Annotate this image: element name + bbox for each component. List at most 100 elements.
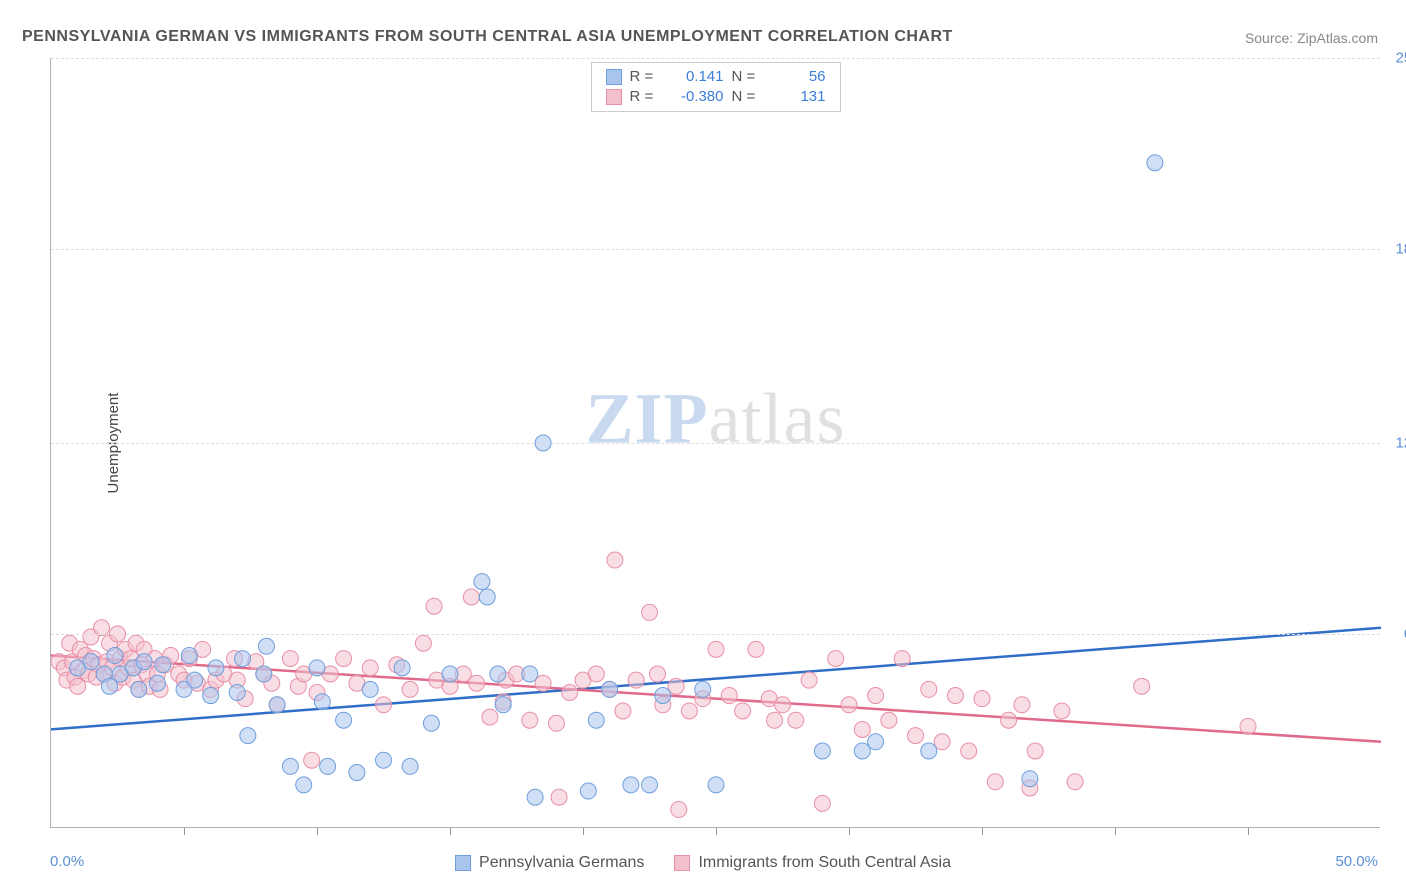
scatter-point	[1054, 703, 1070, 719]
scatter-point	[735, 703, 751, 719]
scatter-point	[788, 712, 804, 728]
scatter-point	[314, 694, 330, 710]
scatter-point	[1022, 771, 1038, 787]
y-tick-label: 18.8%	[1395, 240, 1406, 257]
gridline	[51, 443, 1380, 444]
legend-item-0: Pennsylvania Germans	[455, 854, 644, 872]
scatter-point	[203, 688, 219, 704]
scatter-point	[588, 666, 604, 682]
scatter-point	[149, 675, 165, 691]
scatter-point	[602, 681, 618, 697]
scatter-point	[854, 743, 870, 759]
scatter-point	[921, 681, 937, 697]
scatter-point	[474, 574, 490, 590]
scatter-point	[402, 681, 418, 697]
scatter-point	[1134, 678, 1150, 694]
legend-item-1: Immigrants from South Central Asia	[674, 854, 951, 872]
y-tick-label: 25.0%	[1395, 50, 1406, 67]
scatter-point	[535, 675, 551, 691]
scatter-point	[187, 672, 203, 688]
scatter-point	[649, 666, 665, 682]
x-tick	[849, 827, 850, 835]
scatter-point	[240, 728, 256, 744]
scatter-point	[482, 709, 498, 725]
scatter-point	[136, 654, 152, 670]
scatter-point	[868, 688, 884, 704]
scatter-point	[551, 789, 567, 805]
gridline	[51, 249, 1380, 250]
x-axis-min-label: 0.0%	[50, 853, 84, 870]
scatter-point	[668, 678, 684, 694]
scatter-point	[987, 774, 1003, 790]
scatter-point	[775, 697, 791, 713]
scatter-point	[908, 728, 924, 744]
scatter-point	[296, 777, 312, 793]
scatter-point	[801, 672, 817, 688]
scatter-point	[362, 660, 378, 676]
scatter-point	[974, 691, 990, 707]
x-tick	[1248, 827, 1249, 835]
scatter-point	[548, 715, 564, 731]
scatter-point	[155, 657, 171, 673]
scatter-point	[349, 765, 365, 781]
scatter-point	[681, 703, 697, 719]
scatter-point	[181, 648, 197, 664]
scatter-point	[748, 641, 764, 657]
scatter-point	[402, 758, 418, 774]
scatter-point	[527, 789, 543, 805]
scatter-point	[562, 684, 578, 700]
y-tick-label: 12.5%	[1395, 435, 1406, 452]
scatter-point	[588, 712, 604, 728]
legend-swatch-0	[455, 855, 471, 871]
scatter-point	[282, 758, 298, 774]
legend-label-1: Immigrants from South Central Asia	[698, 854, 951, 872]
scatter-point	[442, 666, 458, 682]
scatter-point	[1001, 712, 1017, 728]
x-tick	[1115, 827, 1116, 835]
scatter-point	[336, 651, 352, 667]
scatter-point	[495, 697, 511, 713]
scatter-point	[961, 743, 977, 759]
scatter-point	[623, 777, 639, 793]
legend-label-0: Pennsylvania Germans	[479, 854, 644, 872]
scatter-point	[828, 651, 844, 667]
scatter-point	[1240, 718, 1256, 734]
scatter-point	[642, 604, 658, 620]
scatter-point	[1147, 155, 1163, 171]
scatter-point	[1014, 697, 1030, 713]
x-tick	[982, 827, 983, 835]
scatter-point	[304, 752, 320, 768]
scatter-point	[269, 697, 285, 713]
scatter-point	[628, 672, 644, 688]
scatter-point	[868, 734, 884, 750]
x-tick	[450, 827, 451, 835]
scatter-point	[655, 688, 671, 704]
scatter-point	[854, 721, 870, 737]
scatter-point	[934, 734, 950, 750]
scatter-point	[394, 660, 410, 676]
scatter-point	[642, 777, 658, 793]
scatter-point	[415, 635, 431, 651]
scatter-point	[841, 697, 857, 713]
scatter-point	[671, 802, 687, 818]
bottom-legend: Pennsylvania Germans Immigrants from Sou…	[455, 854, 951, 872]
scatter-point	[376, 752, 392, 768]
scatter-point	[695, 681, 711, 697]
scatter-point	[229, 684, 245, 700]
x-tick	[184, 827, 185, 835]
scatter-point	[208, 660, 224, 676]
scatter-point	[814, 743, 830, 759]
scatter-point	[469, 675, 485, 691]
scatter-point	[309, 660, 325, 676]
scatter-point	[282, 651, 298, 667]
scatter-point	[479, 589, 495, 605]
scatter-point	[947, 688, 963, 704]
chart-title: PENNSYLVANIA GERMAN VS IMMIGRANTS FROM S…	[22, 28, 953, 46]
scatter-point	[767, 712, 783, 728]
scatter-point	[362, 681, 378, 697]
scatter-point	[814, 795, 830, 811]
scatter-point	[721, 688, 737, 704]
scatter-point	[522, 666, 538, 682]
scatter-point	[256, 666, 272, 682]
scatter-point	[1067, 774, 1083, 790]
